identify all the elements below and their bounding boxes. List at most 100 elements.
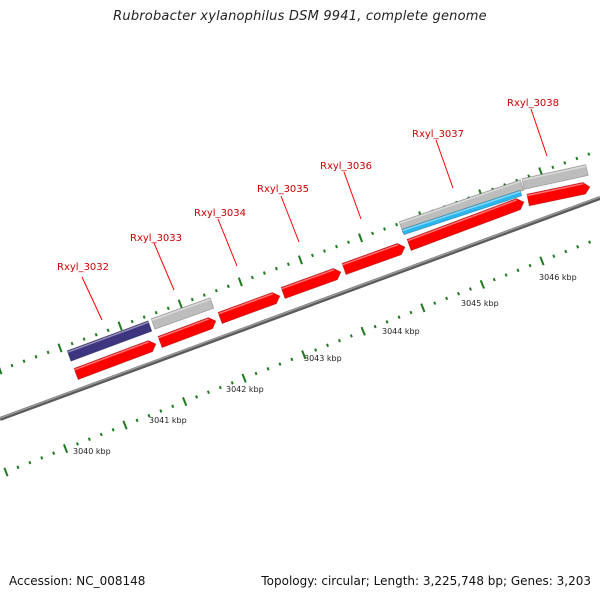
gene-arrow-cyan bbox=[401, 189, 523, 236]
minor-tick bbox=[310, 253, 314, 258]
major-tick bbox=[3, 467, 9, 477]
minor-tick bbox=[468, 287, 472, 291]
major-tick bbox=[122, 420, 128, 430]
minor-tick bbox=[70, 341, 74, 346]
minor-tick bbox=[106, 328, 110, 333]
minor-tick bbox=[349, 334, 353, 338]
gene-label-rxyl-3034: Rxyl_3034 bbox=[194, 208, 246, 219]
minor-tick bbox=[226, 284, 230, 289]
gene-arrow-gray bbox=[521, 164, 589, 190]
minor-tick bbox=[433, 301, 437, 305]
minor-tick bbox=[576, 245, 580, 249]
minor-tick bbox=[337, 338, 341, 343]
minor-tick bbox=[52, 451, 56, 455]
minor-tick bbox=[206, 390, 210, 394]
major-tick bbox=[0, 367, 3, 375]
cds-arrow bbox=[217, 291, 281, 325]
minor-tick bbox=[314, 348, 318, 352]
minor-tick bbox=[16, 465, 20, 470]
gene-label-rxyl-3035: Rxyl_3035 bbox=[257, 184, 309, 195]
accession-text: Accession: NC_008148 bbox=[9, 574, 146, 588]
scale-label: 3046 kbp bbox=[539, 273, 577, 282]
minor-tick bbox=[154, 310, 158, 315]
major-tick bbox=[182, 397, 188, 407]
gene-labels: Rxyl_3032 Rxyl_3033 Rxyl_3034 Rxyl_3035 … bbox=[57, 98, 559, 273]
minor-tick bbox=[290, 357, 294, 362]
minor-tick bbox=[82, 337, 86, 341]
major-tick bbox=[177, 299, 183, 309]
scale-label: 3042 kbp bbox=[226, 385, 264, 394]
cds-arrow bbox=[526, 181, 591, 207]
major-tick bbox=[241, 373, 247, 383]
cds-track bbox=[73, 181, 591, 381]
gene-track bbox=[66, 164, 589, 362]
lower-tick-row bbox=[3, 240, 592, 477]
minor-tick bbox=[195, 395, 199, 399]
cds-arrow bbox=[406, 198, 525, 252]
minor-tick bbox=[373, 324, 377, 329]
minor-tick bbox=[286, 262, 290, 267]
minor-tick bbox=[385, 320, 389, 324]
gene-label-rxyl-3037: Rxyl_3037 bbox=[412, 129, 464, 140]
minor-tick bbox=[10, 363, 14, 368]
minor-tick bbox=[254, 371, 258, 376]
major-tick bbox=[57, 343, 63, 353]
minor-tick bbox=[159, 409, 163, 413]
scale-label: 3041 kbp bbox=[149, 416, 187, 425]
major-tick bbox=[420, 303, 426, 313]
minor-tick bbox=[528, 263, 532, 268]
minor-tick bbox=[445, 296, 449, 301]
minor-tick bbox=[552, 254, 556, 258]
minor-tick bbox=[551, 165, 555, 170]
genome-summary-text: Topology: circular; Length: 3,225,748 bp… bbox=[261, 574, 591, 588]
cds-arrow bbox=[280, 267, 342, 300]
major-tick bbox=[301, 350, 307, 360]
minor-tick bbox=[171, 404, 175, 409]
minor-tick bbox=[326, 343, 330, 348]
cds-arrow bbox=[341, 242, 406, 276]
minor-tick bbox=[142, 315, 146, 319]
gene-arrow-gray bbox=[398, 179, 525, 233]
minor-tick bbox=[492, 277, 496, 282]
gene-label-rxyl-3036: Rxyl_3036 bbox=[320, 161, 372, 172]
minor-tick bbox=[190, 297, 194, 302]
cds-arrow bbox=[157, 317, 217, 349]
minor-tick bbox=[371, 231, 375, 236]
minor-tick bbox=[274, 266, 278, 271]
scale-label: 3044 kbp bbox=[382, 327, 420, 336]
minor-tick bbox=[130, 319, 134, 324]
minor-tick bbox=[94, 332, 98, 337]
minor-tick bbox=[323, 249, 326, 253]
gene-arrow-purple bbox=[66, 320, 153, 362]
gene-label-rxyl-3032: Rxyl_3032 bbox=[57, 262, 109, 273]
minor-tick bbox=[587, 152, 591, 156]
cds-arrow bbox=[73, 340, 157, 381]
major-tick bbox=[539, 256, 545, 266]
minor-tick bbox=[214, 288, 218, 293]
major-tick bbox=[358, 233, 364, 243]
minor-tick bbox=[409, 310, 413, 315]
minor-tick bbox=[266, 367, 270, 371]
scale-label: 3040 kbp bbox=[73, 447, 111, 456]
minor-tick bbox=[46, 350, 50, 355]
minor-tick bbox=[588, 240, 592, 244]
minor-tick bbox=[575, 156, 579, 161]
minor-tick bbox=[563, 161, 567, 165]
minor-tick bbox=[147, 413, 151, 418]
minor-tick bbox=[278, 362, 282, 366]
minor-tick bbox=[335, 244, 338, 249]
minor-tick bbox=[22, 359, 26, 363]
major-tick bbox=[360, 326, 366, 336]
major-tick bbox=[237, 277, 243, 287]
major-tick bbox=[117, 321, 123, 331]
minor-tick bbox=[383, 227, 387, 231]
minor-tick bbox=[395, 222, 399, 227]
minor-tick bbox=[516, 268, 520, 273]
minor-tick bbox=[397, 315, 401, 319]
gene-label-rxyl-3033: Rxyl_3033 bbox=[130, 233, 182, 244]
minor-tick bbox=[457, 291, 461, 296]
minor-tick bbox=[40, 456, 44, 460]
minor-tick bbox=[564, 249, 568, 254]
map-title: Rubrobacter xylanophilus DSM 9941, compl… bbox=[113, 9, 487, 24]
